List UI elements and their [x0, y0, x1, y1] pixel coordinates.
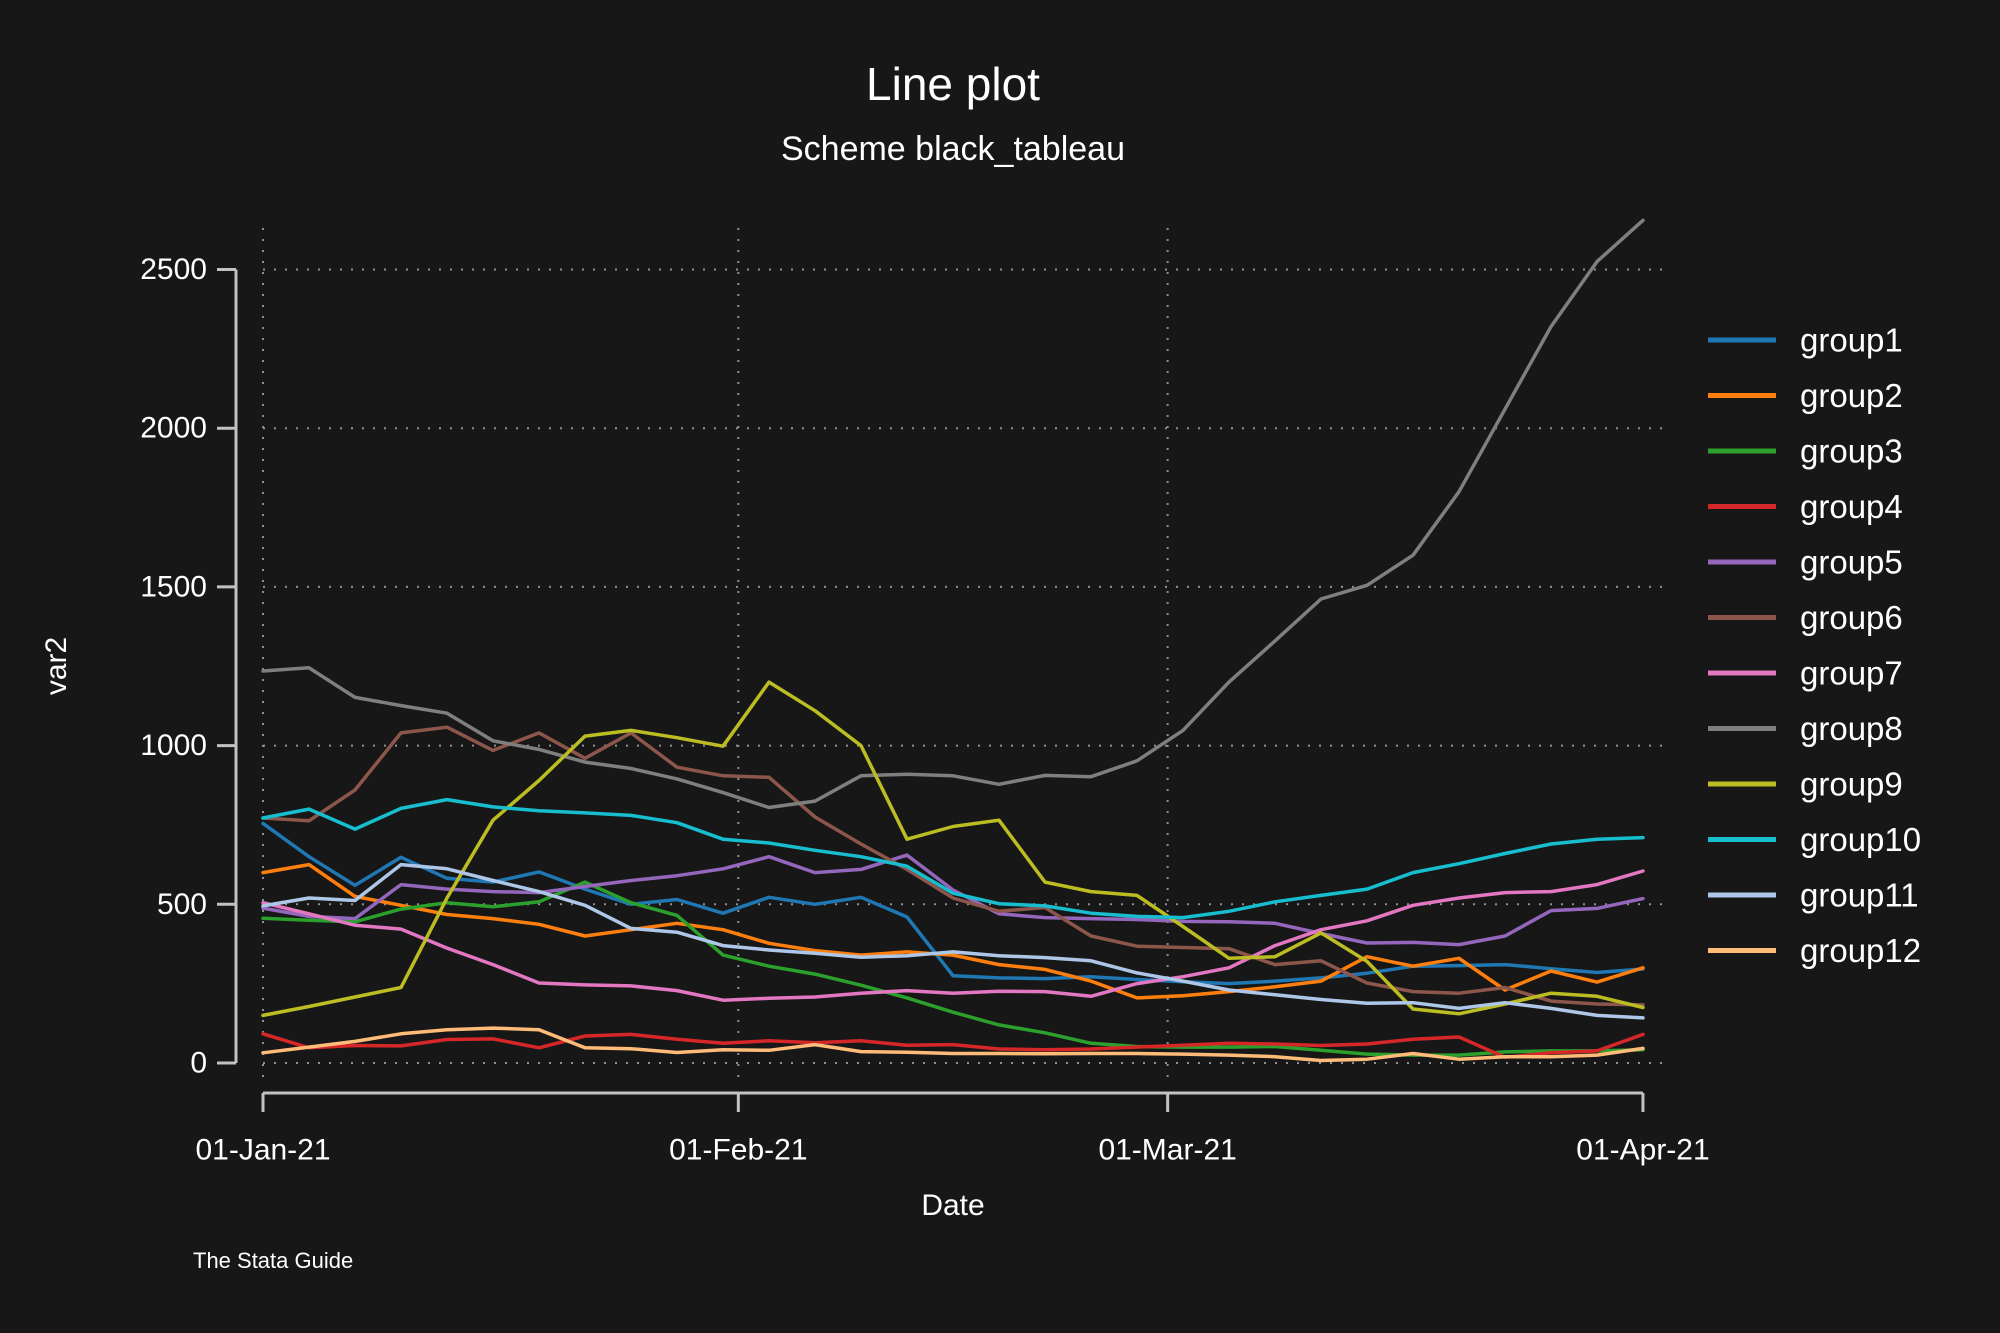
- series-lines: [261, 218, 1645, 1063]
- x-tick-label: 01-Apr-21: [1576, 1134, 1709, 1167]
- legend-item-group2: group2: [1708, 377, 1903, 414]
- legend-label-group7: group7: [1800, 655, 1903, 692]
- series-line-group11: [261, 862, 1645, 1020]
- legend-label-group4: group4: [1800, 488, 1903, 525]
- legend-item-group6: group6: [1708, 599, 1903, 636]
- y-tick-label: 1000: [140, 729, 207, 762]
- legend-label-group3: group3: [1800, 433, 1903, 470]
- legend-label-group12: group12: [1800, 932, 1921, 969]
- legend: group1 group2 group3 group4 group5 group6 grou…: [1708, 322, 1921, 969]
- legend-item-group10: group10: [1708, 821, 1921, 858]
- chart-subtitle: Scheme black_tableau: [781, 130, 1125, 168]
- series-line-group8: [261, 218, 1645, 810]
- legend-label-group8: group8: [1800, 710, 1903, 747]
- y-tick-label: 1500: [140, 570, 207, 603]
- legend-label-group10: group10: [1800, 821, 1921, 858]
- legend-item-group1: group1: [1708, 322, 1903, 359]
- x-tick-label: 01-Feb-21: [669, 1134, 807, 1167]
- y-axis-title: var2: [40, 637, 73, 695]
- y-tick-label: 0: [190, 1047, 207, 1080]
- x-tick-label: 01-Mar-21: [1098, 1134, 1236, 1167]
- legend-item-group4: group4: [1708, 488, 1903, 525]
- legend-item-group3: group3: [1708, 433, 1903, 470]
- series-line-group4: [261, 1032, 1645, 1060]
- legend-item-group11: group11: [1708, 877, 1919, 914]
- axes: 0 500 1000 1500 2000 2500 01-Jan-21 01-Feb-21 01…: [140, 253, 1709, 1167]
- chart-title: Line plot: [866, 58, 1040, 110]
- series-line-group2: [261, 862, 1645, 1000]
- x-tick-label: 01-Jan-21: [195, 1134, 330, 1167]
- y-tick-label: 2000: [140, 412, 207, 445]
- series-line-group12: [261, 1026, 1645, 1063]
- series-line-group6: [261, 725, 1645, 1007]
- legend-label-group1: group1: [1800, 322, 1903, 359]
- legend-item-group12: group12: [1708, 932, 1921, 969]
- series-line-group7: [261, 869, 1645, 1002]
- series-line-group5: [261, 853, 1645, 947]
- legend-label-group2: group2: [1800, 377, 1903, 414]
- legend-label-group11: group11: [1800, 877, 1919, 914]
- legend-item-group9: group9: [1708, 766, 1903, 803]
- x-axis-title: Date: [921, 1189, 984, 1222]
- legend-item-group7: group7: [1708, 655, 1903, 692]
- series-line-group9: [261, 680, 1645, 1018]
- legend-item-group8: group8: [1708, 710, 1903, 747]
- legend-label-group9: group9: [1800, 766, 1903, 803]
- series-line-group10: [261, 797, 1645, 920]
- caption: The Stata Guide: [193, 1248, 353, 1273]
- y-tick-label: 500: [157, 888, 207, 921]
- legend-label-group5: group5: [1800, 544, 1903, 581]
- legend-label-group6: group6: [1800, 599, 1903, 636]
- legend-item-group5: group5: [1708, 544, 1903, 581]
- y-tick-label: 2500: [140, 253, 207, 286]
